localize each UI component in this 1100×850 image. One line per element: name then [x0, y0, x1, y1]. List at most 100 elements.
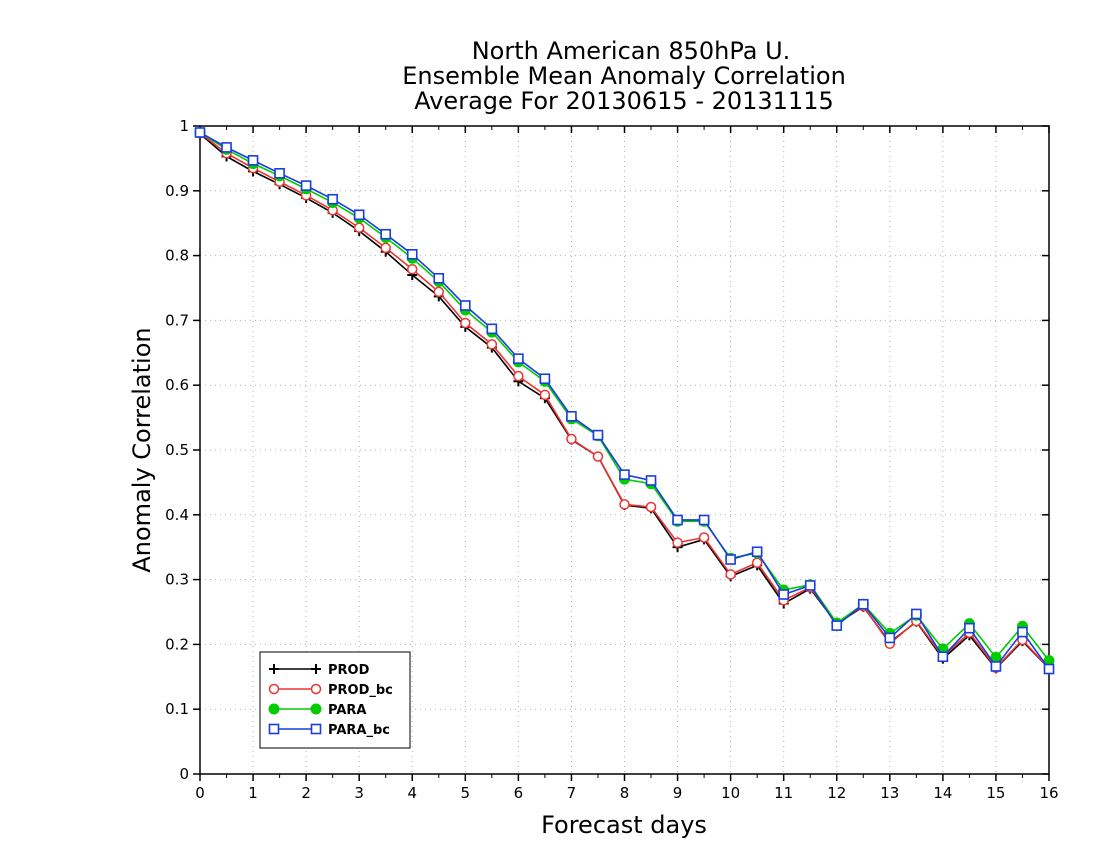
x-tick-label: 11 — [774, 784, 793, 802]
y-tick-label: 0.9 — [165, 182, 189, 200]
data-point-prod-bc — [460, 317, 471, 329]
data-point-para-bc — [990, 661, 1002, 672]
data-point-prod-bc — [539, 389, 551, 401]
y-axis-label: Anomaly Correlation — [128, 327, 156, 572]
data-point-para-bc — [831, 620, 843, 631]
axis-ticks: 0 1 2 3 4 5 6 7 8 9 10 11 12 13 14 15 1600.10.20.30.40.5… — [165, 117, 1058, 802]
x-tick-label: 0 — [195, 784, 205, 802]
data-point-para-bc — [353, 209, 365, 221]
data-point-para-bc — [804, 580, 816, 591]
y-tick-label: 1 — [179, 117, 189, 135]
data-point-prod-bc — [566, 433, 577, 445]
data-point-para-bc — [698, 514, 710, 526]
data-point-para-bc — [725, 554, 736, 565]
data-point-para-bc — [247, 155, 259, 166]
legend-label: PROD_bc — [328, 683, 393, 698]
data-point-para-bc — [513, 353, 524, 364]
legend-label: PARA — [328, 703, 366, 718]
data-point-para-bc — [460, 300, 471, 311]
legend-marker — [269, 664, 279, 674]
x-tick-label: 13 — [880, 784, 899, 802]
data-point-prod-bc — [698, 532, 710, 543]
data-point-para-bc — [486, 323, 498, 335]
legend-label: PROD — [328, 663, 370, 678]
y-tick-label: 0.7 — [165, 311, 189, 329]
legend-marker — [310, 683, 322, 695]
data-point-para-bc — [300, 180, 312, 191]
x-tick-label: 16 — [1039, 784, 1058, 802]
data-point-para-bc — [672, 514, 683, 526]
y-tick-label: 0.1 — [165, 700, 189, 718]
data-point-para-bc — [911, 608, 922, 620]
chart-title-line-2: Ensemble Mean Anomaly Correlation — [402, 62, 846, 90]
x-tick-label: 6 — [514, 784, 524, 802]
data-point-para-bc — [274, 168, 285, 179]
data-point-para-bc — [778, 589, 789, 600]
data-point-prod-bc — [353, 222, 365, 233]
legend-item-prod-bc: PROD_bc — [268, 683, 393, 698]
data-point-para-bc — [380, 228, 392, 240]
x-tick-label: 3 — [354, 784, 364, 802]
x-tick-label: 1 — [248, 784, 258, 802]
legend-marker — [310, 723, 322, 735]
data-point-para-bc — [406, 249, 418, 260]
data-point-prod-bc — [433, 286, 445, 298]
series-para-bc — [194, 127, 1055, 675]
y-tick-label: 0.6 — [165, 376, 189, 394]
x-tick-label: 4 — [407, 784, 417, 802]
x-tick-label: 7 — [567, 784, 577, 802]
x-tick-label: 15 — [986, 784, 1005, 802]
data-point-prod-bc — [645, 501, 657, 513]
legend-marker — [268, 703, 280, 715]
chart-title-line-1: North American 850hPa U. — [472, 37, 791, 65]
data-point-para-bc — [1043, 663, 1055, 675]
legend-item-para: PARA — [268, 703, 366, 718]
x-axis-label: Forecast days — [541, 811, 707, 839]
x-tick-label: 2 — [301, 784, 311, 802]
x-tick-label: 10 — [721, 784, 740, 802]
data-point-para-bc — [619, 469, 630, 480]
data-point-prod-bc — [486, 339, 498, 350]
data-point-prod-bc — [380, 242, 391, 254]
series-line-prod-bc — [199, 132, 1050, 669]
data-point-para-bc — [884, 632, 896, 644]
data-point-para-bc — [964, 622, 975, 634]
data-point-prod-bc — [751, 557, 763, 569]
legend-marker — [268, 683, 280, 695]
data-point-para-bc — [751, 546, 763, 558]
x-tick-label: 14 — [933, 784, 952, 802]
legend-marker — [310, 703, 322, 715]
y-tick-label: 0.5 — [165, 441, 189, 459]
data-point-prod-bc — [592, 451, 604, 462]
data-point-prod-bc — [725, 569, 736, 580]
data-point-para-bc — [1017, 626, 1028, 638]
legend-item-para-bc: PARA_bc — [268, 723, 390, 738]
legend-item-prod: PROD — [269, 663, 370, 678]
data-point-para-bc — [937, 651, 949, 663]
data-point-para-bc — [539, 373, 551, 385]
x-tick-label: 9 — [673, 784, 683, 802]
series-layer — [194, 126, 1055, 675]
y-tick-label: 0 — [179, 765, 189, 783]
legend-box — [259, 651, 411, 749]
y-tick-label: 0.3 — [165, 571, 189, 589]
series-line-para-bc — [199, 131, 1050, 670]
y-tick-label: 0.2 — [165, 635, 189, 653]
data-point-para-bc — [645, 475, 657, 486]
legend-marker — [311, 664, 321, 674]
legend-marker — [268, 723, 280, 735]
x-tick-label: 8 — [620, 784, 630, 802]
data-point-para-bc — [327, 193, 338, 205]
data-point-prod-bc — [672, 537, 683, 548]
x-tick-label: 5 — [461, 784, 471, 802]
data-point-para-bc — [221, 142, 232, 153]
data-point-para-bc — [433, 272, 445, 284]
data-point-prod-bc — [513, 370, 524, 382]
x-tick-label: 12 — [827, 784, 846, 802]
chart-title-line-3: Average For 20130615 - 20131115 — [414, 87, 834, 115]
data-point-para-bc — [592, 429, 604, 441]
data-point-para-bc — [857, 598, 869, 610]
legend: PROD PROD_bc PARA PARA_bc — [259, 651, 411, 749]
y-tick-label: 0.4 — [165, 506, 189, 524]
